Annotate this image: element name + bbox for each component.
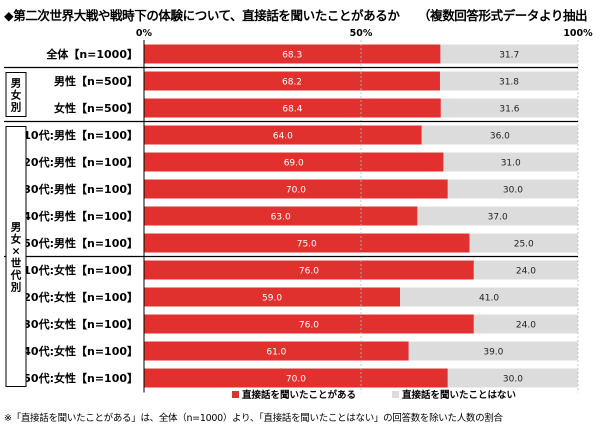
category-label: 全体【n=1000】 bbox=[45, 47, 138, 61]
bar-heard bbox=[144, 98, 441, 118]
bar-label-heard: 76.0 bbox=[299, 267, 319, 277]
bar-label-not-heard: 24.0 bbox=[516, 267, 536, 277]
bar-label-not-heard: 39.0 bbox=[483, 348, 503, 358]
chart-title: ◆第二次世界大戦や戦時下の体験について、直接話を聞いたことがあるか bbox=[4, 8, 400, 23]
bar-label-heard: 68.3 bbox=[282, 51, 302, 61]
bar-not-heard bbox=[447, 368, 578, 388]
bar-label-not-heard: 31.8 bbox=[499, 78, 519, 88]
bar-heard bbox=[144, 179, 448, 199]
group-label-char: 代 bbox=[10, 269, 22, 282]
bar-heard bbox=[144, 44, 441, 64]
group-label-char: 別 bbox=[10, 101, 22, 114]
bar-not-heard bbox=[473, 260, 578, 280]
bar-label-heard: 70.0 bbox=[286, 186, 306, 196]
bar-not-heard bbox=[473, 314, 578, 334]
x-tick-label: 0% bbox=[136, 28, 153, 39]
group-label-char: 世 bbox=[11, 257, 22, 270]
bar-heard bbox=[144, 206, 418, 226]
legend-swatch-not-heard bbox=[392, 391, 399, 398]
bar-label-not-heard: 31.0 bbox=[501, 159, 521, 169]
legend-label: 直接話を聞いたことがある bbox=[242, 389, 356, 401]
group-label-char: × bbox=[12, 246, 21, 258]
bar-label-not-heard: 31.7 bbox=[499, 51, 519, 61]
bar-label-not-heard: 25.0 bbox=[514, 240, 534, 250]
bar-heard bbox=[144, 125, 422, 145]
bar-label-not-heard: 24.0 bbox=[516, 321, 536, 331]
bar-not-heard bbox=[443, 152, 578, 172]
category-label: 10代:男性【n=100】 bbox=[23, 128, 138, 142]
bar-not-heard bbox=[440, 44, 578, 64]
bar-label-heard: 76.0 bbox=[299, 321, 319, 331]
bar-label-not-heard: 30.0 bbox=[503, 375, 523, 385]
category-label: 40代:男性【n=100】 bbox=[23, 209, 138, 223]
bar-label-not-heard: 30.0 bbox=[503, 186, 523, 196]
chart-title-note: （複数回答形式データより抽出 bbox=[418, 8, 588, 23]
bar-not-heard bbox=[439, 71, 578, 91]
x-tick-label: 50% bbox=[350, 28, 373, 39]
category-label: 30代:男性【n=100】 bbox=[23, 182, 138, 196]
bar-not-heard bbox=[447, 179, 578, 199]
legend-label: 直接話を聞いたことはない bbox=[402, 389, 516, 401]
bar-heard bbox=[144, 314, 474, 334]
group-label-char: 男 bbox=[11, 222, 22, 234]
bar-not-heard bbox=[469, 233, 578, 253]
bar-heard bbox=[144, 341, 409, 361]
bar-heard bbox=[144, 71, 440, 91]
bar-label-heard: 75.0 bbox=[297, 240, 317, 250]
bar-not-heard bbox=[400, 287, 578, 307]
bar-heard bbox=[144, 152, 444, 172]
bar-heard bbox=[144, 260, 474, 280]
bar-not-heard bbox=[408, 341, 578, 361]
bar-label-heard: 70.0 bbox=[286, 375, 306, 385]
group-label-char: 別 bbox=[10, 281, 22, 294]
bar-heard bbox=[144, 287, 401, 307]
group-box bbox=[5, 72, 27, 117]
legend-swatch-heard bbox=[232, 391, 239, 398]
bar-label-heard: 68.4 bbox=[282, 105, 302, 115]
category-label: 50代:女性【n=100】 bbox=[23, 371, 138, 385]
bar-label-not-heard: 37.0 bbox=[488, 213, 508, 223]
category-label: 10代:女性【n=100】 bbox=[23, 263, 138, 277]
x-tick-label: 100% bbox=[563, 28, 593, 39]
category-label: 男性【n=500】 bbox=[54, 74, 138, 88]
group-label-char: 女 bbox=[11, 89, 22, 102]
bar-heard bbox=[144, 368, 448, 388]
category-label: 女性【n=500】 bbox=[54, 101, 138, 115]
bar-not-heard bbox=[417, 206, 578, 226]
bar-label-heard: 68.2 bbox=[282, 78, 302, 88]
bar-label-heard: 63.0 bbox=[271, 213, 291, 223]
bar-label-not-heard: 31.6 bbox=[499, 105, 519, 115]
category-label: 50代:男性【n=100】 bbox=[23, 236, 138, 250]
category-label: 20代:女性【n=100】 bbox=[23, 290, 138, 304]
bar-label-heard: 64.0 bbox=[273, 132, 293, 142]
group-label-char: 女 bbox=[11, 233, 22, 246]
bar-label-heard: 61.0 bbox=[266, 348, 286, 358]
bar-heard bbox=[144, 233, 470, 253]
bar-label-not-heard: 41.0 bbox=[479, 294, 499, 304]
category-label: 30代:女性【n=100】 bbox=[23, 317, 138, 331]
group-box bbox=[5, 126, 27, 387]
bar-label-heard: 69.0 bbox=[284, 159, 304, 169]
bar-label-not-heard: 36.0 bbox=[490, 132, 510, 142]
group-label-char: 男 bbox=[11, 78, 22, 90]
bar-not-heard bbox=[421, 125, 578, 145]
bar-label-heard: 59.0 bbox=[262, 294, 282, 304]
category-label: 40代:女性【n=100】 bbox=[23, 344, 138, 358]
bar-not-heard bbox=[440, 98, 578, 118]
category-label: 20代:男性【n=100】 bbox=[23, 155, 138, 169]
footnote: ※「直接話を聞いたことがある」は、全体（n=1000）より、「直接話を聞いたこと… bbox=[4, 413, 503, 424]
